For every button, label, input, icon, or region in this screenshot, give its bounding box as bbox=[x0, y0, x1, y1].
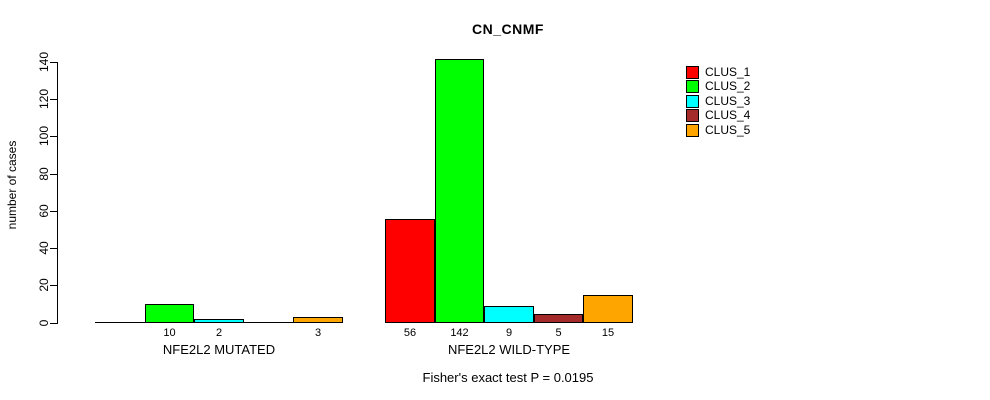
legend-row-clus_2: CLUS_2 bbox=[686, 80, 750, 95]
legend-swatch-clus_4 bbox=[686, 109, 699, 123]
y-axis-tick bbox=[50, 211, 57, 212]
group-label-nfe2l2-wild-type: NFE2L2 WILD-TYPE bbox=[447, 342, 571, 357]
y-axis-tick-label: 40 bbox=[37, 241, 51, 255]
y-axis-tick bbox=[50, 62, 57, 63]
legend-label: CLUS_1 bbox=[705, 64, 751, 79]
bar-value-label: 56 bbox=[403, 327, 417, 339]
bar-clus_3 bbox=[194, 319, 244, 323]
legend-label: CLUS_3 bbox=[705, 93, 751, 108]
y-axis-tick-label: 0 bbox=[37, 319, 51, 327]
legend-label: CLUS_4 bbox=[705, 108, 751, 123]
bar-value-label: 142 bbox=[450, 327, 469, 339]
bar-clus_2 bbox=[145, 304, 194, 323]
legend-swatch-clus_2 bbox=[686, 80, 699, 94]
y-axis-tick-label: 140 bbox=[37, 51, 51, 73]
legend-row-clus_1: CLUS_1 bbox=[686, 65, 750, 80]
bar-clus_4 bbox=[534, 314, 583, 323]
legend: CLUS_1 CLUS_2 CLUS_3 CLUS_4 CLUS_5 bbox=[686, 65, 750, 138]
y-axis-tick bbox=[50, 174, 57, 175]
bar-clus_1 bbox=[385, 219, 435, 323]
fisher-test-annotation: Fisher's exact test P = 0.0195 bbox=[422, 370, 594, 385]
y-axis-tick bbox=[50, 285, 57, 286]
legend-row-clus_4: CLUS_4 bbox=[686, 109, 750, 124]
bar-clus_5 bbox=[583, 295, 633, 323]
bar-value-label: 10 bbox=[163, 327, 176, 339]
y-axis-tick bbox=[50, 99, 57, 100]
chart-title: CN_CNMF bbox=[472, 21, 544, 37]
legend-row-clus_5: CLUS_5 bbox=[686, 123, 750, 138]
bar-clus_3 bbox=[484, 306, 534, 323]
legend-row-clus_3: CLUS_3 bbox=[686, 94, 750, 109]
y-axis-tick-label: 60 bbox=[37, 204, 51, 218]
y-axis-line bbox=[57, 62, 58, 324]
bar-clus_5 bbox=[293, 317, 343, 323]
y-axis-tick bbox=[50, 248, 57, 249]
bar-value-label: 15 bbox=[601, 327, 615, 339]
legend-label: CLUS_2 bbox=[705, 79, 751, 94]
y-axis-title: number of cases bbox=[5, 140, 19, 230]
group-label-nfe2l2-mutated: NFE2L2 MUTATED bbox=[162, 342, 276, 357]
legend-label: CLUS_5 bbox=[705, 122, 751, 137]
bar-value-label: 5 bbox=[555, 327, 562, 339]
y-axis-tick-label: 100 bbox=[37, 125, 51, 147]
legend-swatch-clus_3 bbox=[686, 94, 699, 108]
y-axis-tick bbox=[50, 136, 57, 137]
bar-value-label: 9 bbox=[505, 327, 513, 339]
y-axis-tick-label: 120 bbox=[37, 88, 51, 110]
y-axis-tick-label: 20 bbox=[37, 278, 51, 292]
legend-swatch-clus_1 bbox=[686, 65, 699, 79]
bar-value-label: 2 bbox=[215, 327, 223, 339]
y-axis-tick-label: 80 bbox=[37, 167, 51, 181]
bar-value-label: 3 bbox=[314, 327, 322, 339]
legend-swatch-clus_5 bbox=[686, 123, 699, 137]
bar-clus_2 bbox=[435, 59, 484, 323]
y-axis-tick bbox=[50, 323, 57, 324]
